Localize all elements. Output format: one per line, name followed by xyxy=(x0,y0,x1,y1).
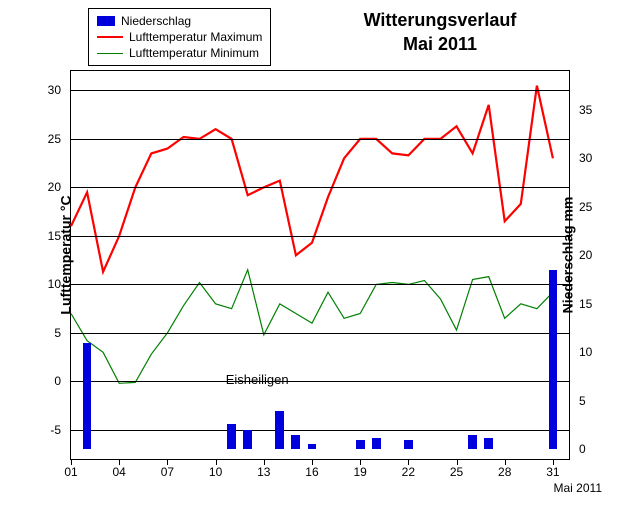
legend-label-precip: Niederschlag xyxy=(121,13,191,29)
legend-swatch-tmin xyxy=(97,53,123,54)
line-layer xyxy=(71,71,569,459)
xtick-label: 28 xyxy=(498,465,511,479)
chart-title: Witterungsverlauf xyxy=(280,10,600,31)
precip-bar xyxy=(83,343,92,450)
precip-bar xyxy=(468,435,477,450)
ytick-right: 10 xyxy=(579,345,609,359)
xtick-label: 31 xyxy=(546,465,559,479)
ytick-right: 35 xyxy=(579,103,609,117)
legend-label-tmin: Lufttemperatur Minimum xyxy=(129,45,259,61)
ytick-left: 30 xyxy=(31,83,61,97)
tmin-line xyxy=(71,270,553,384)
ytick-right: 20 xyxy=(579,248,609,262)
precip-bar xyxy=(356,440,365,450)
xtick-label: 25 xyxy=(450,465,463,479)
ytick-right: 5 xyxy=(579,394,609,408)
weather-chart: Witterungsverlauf Mai 2011 Niederschlag … xyxy=(0,0,632,511)
xtick-label: 22 xyxy=(402,465,415,479)
ytick-left: -5 xyxy=(31,423,61,437)
precip-bar xyxy=(275,411,284,450)
ytick-right: 0 xyxy=(579,442,609,456)
ytick-right: 30 xyxy=(579,151,609,165)
precip-bar xyxy=(291,435,300,450)
ytick-left: 0 xyxy=(31,374,61,388)
legend-swatch-precip xyxy=(97,16,115,26)
precip-bar xyxy=(549,270,558,449)
gridline xyxy=(71,90,569,91)
x-axis-label: Mai 2011 xyxy=(554,481,602,495)
precip-bar xyxy=(372,438,381,450)
legend-label-tmax: Lufttemperatur Maximum xyxy=(129,29,262,45)
precip-bar xyxy=(227,424,236,449)
gridline xyxy=(71,333,569,334)
xtick-label: 19 xyxy=(353,465,366,479)
gridline xyxy=(71,187,569,188)
ytick-left: 20 xyxy=(31,180,61,194)
ytick-right: 25 xyxy=(579,200,609,214)
legend-item-tmin: Lufttemperatur Minimum xyxy=(97,45,262,61)
tmax-line xyxy=(71,86,553,272)
precip-bar xyxy=(404,440,413,450)
gridline xyxy=(71,381,569,382)
xtick-label: 04 xyxy=(113,465,126,479)
xtick-label: 10 xyxy=(209,465,222,479)
plot-area: -505101520253005101520253035010407101316… xyxy=(70,70,570,460)
xtick-label: 16 xyxy=(305,465,318,479)
precip-bar xyxy=(308,444,317,449)
gridline xyxy=(71,236,569,237)
ytick-left: 10 xyxy=(31,277,61,291)
chart-subtitle: Mai 2011 xyxy=(280,34,600,55)
annotation-eisheiligen: Eisheiligen xyxy=(226,372,289,387)
legend-item-tmax: Lufttemperatur Maximum xyxy=(97,29,262,45)
ytick-right: 15 xyxy=(579,297,609,311)
gridline xyxy=(71,284,569,285)
precip-bar xyxy=(243,430,252,449)
gridline xyxy=(71,430,569,431)
ytick-left: 25 xyxy=(31,132,61,146)
legend-swatch-tmax xyxy=(97,36,123,38)
precip-bar xyxy=(484,438,493,450)
xtick-label: 07 xyxy=(161,465,174,479)
xtick-label: 13 xyxy=(257,465,270,479)
ytick-left: 15 xyxy=(31,229,61,243)
gridline xyxy=(71,139,569,140)
xtick-label: 01 xyxy=(64,465,77,479)
ytick-left: 5 xyxy=(31,326,61,340)
legend: Niederschlag Lufttemperatur Maximum Luft… xyxy=(88,8,271,66)
legend-item-precip: Niederschlag xyxy=(97,13,262,29)
